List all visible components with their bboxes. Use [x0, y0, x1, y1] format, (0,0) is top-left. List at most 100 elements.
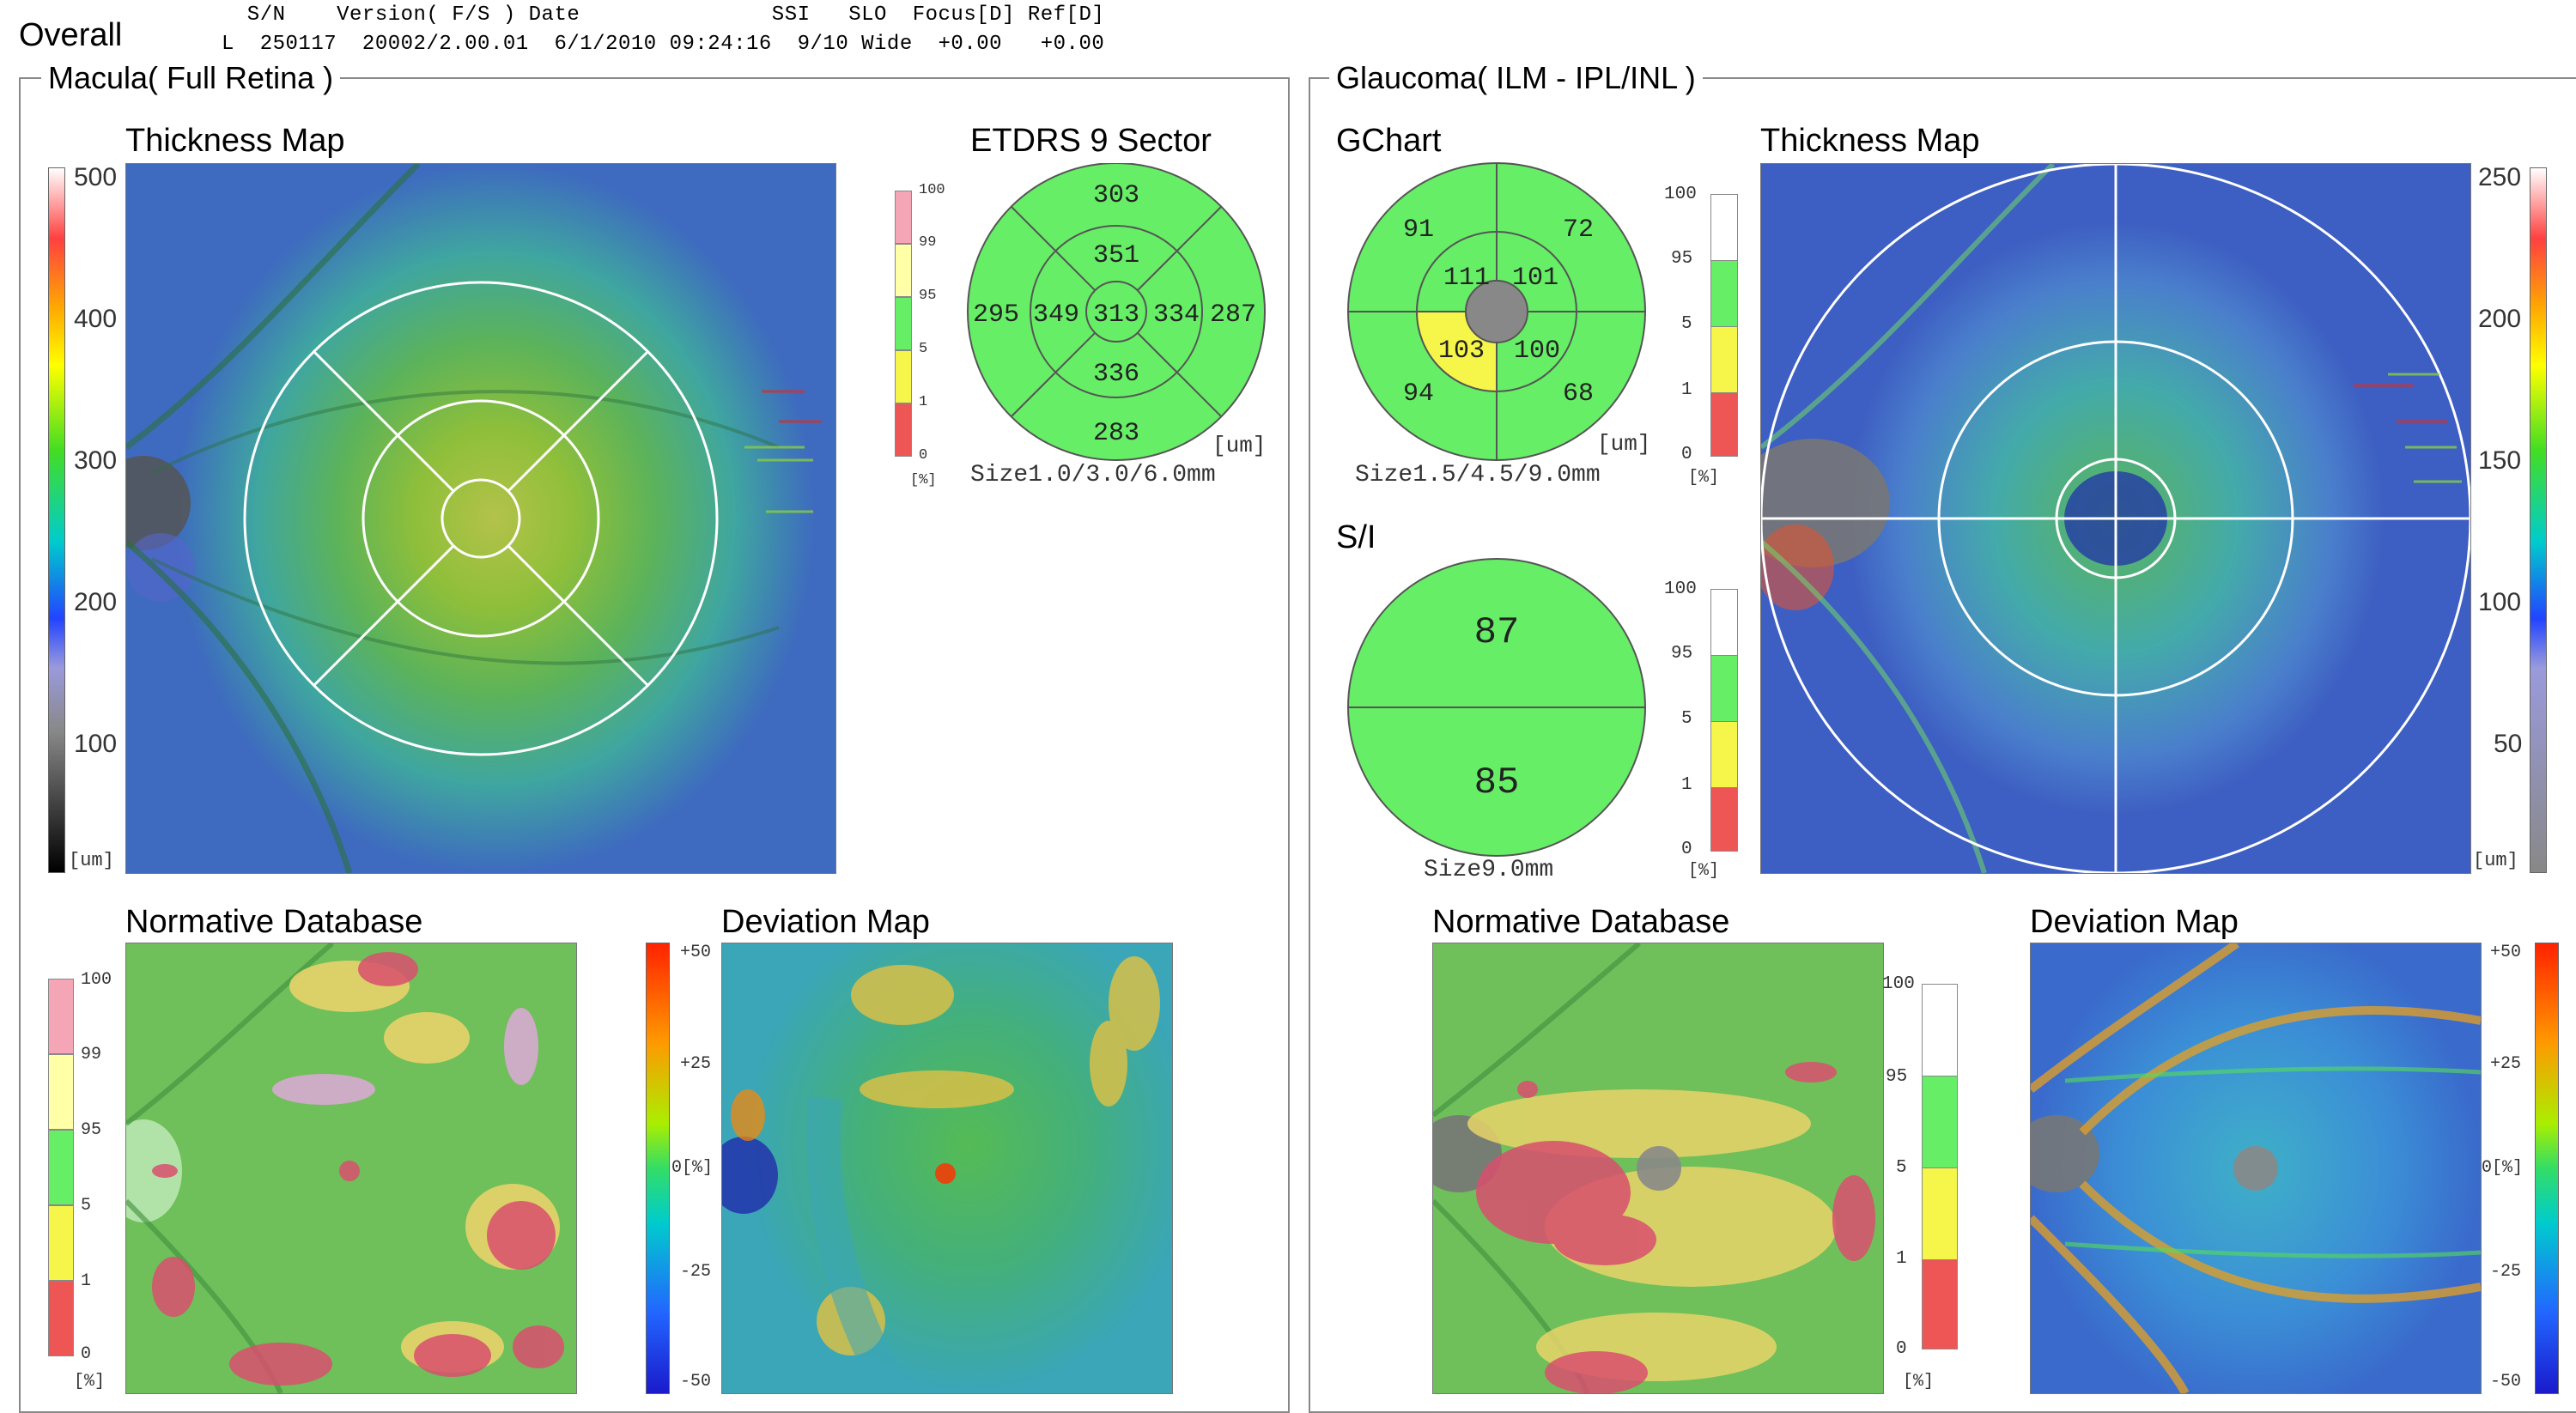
- gchart-size: Size1.5/4.5/9.0mm: [1355, 462, 1601, 488]
- gchart-pct-1: 1: [1681, 380, 1692, 400]
- etdrs-outer-inferior: 283: [1093, 419, 1139, 448]
- si-chart[interactable]: 87 85 Size9.0mm: [1340, 556, 1666, 882]
- etdrs-title: ETDRS 9 Sector: [970, 123, 1212, 159]
- macula-norm-pct-100: 100: [81, 970, 112, 990]
- macula-dev-minus50: -50: [680, 1372, 712, 1392]
- macula-thickness-overlay: [126, 164, 822, 873]
- glaucoma-norm-pct-100: 100: [1882, 974, 1915, 994]
- macula-scale-400: 400: [74, 305, 118, 333]
- glaucoma-scale-50: 50: [2494, 730, 2523, 758]
- si-pct-5: 5: [1681, 709, 1692, 729]
- macula-normative-map[interactable]: [125, 943, 577, 1394]
- glaucoma-norm-pct-5: 5: [1896, 1158, 1907, 1178]
- gchart[interactable]: 91 72 111 101 103 100 94 68 [um] Size1.5…: [1340, 161, 1666, 488]
- glaucoma-scale-250: 250: [2478, 163, 2522, 191]
- header-values: L 250117 20002/2.00.01 6/1/2010 09:24:16…: [222, 33, 1105, 56]
- gchart-outer-ll: 94: [1403, 379, 1434, 409]
- etdrs-outer-nasal: 287: [1210, 300, 1256, 330]
- macula-norm-pct-1: 1: [81, 1271, 92, 1291]
- glaucoma-deviation-map[interactable]: [2030, 943, 2482, 1394]
- etdrs-inner-superior: 351: [1093, 241, 1139, 270]
- macula-pct-100: 100: [919, 182, 945, 198]
- macula-norm-pct-95: 95: [81, 1120, 102, 1140]
- macula-normative-percentile-bar: [48, 979, 74, 1356]
- macula-etdrs-percentile-bar: [895, 191, 912, 457]
- etdrs-chart[interactable]: 303 351 295 349 313 334 287 336 283 [um]…: [962, 163, 1279, 489]
- macula-dev-minus25: -25: [680, 1262, 712, 1282]
- glaucoma-scale-150: 150: [2478, 446, 2522, 475]
- macula-pct-95: 95: [919, 288, 937, 304]
- etdrs-inner-inferior: 336: [1093, 360, 1139, 389]
- macula-deviation-map[interactable]: [721, 943, 1173, 1394]
- glaucoma-panel-title: Glaucoma( ILM - IPL/INL ): [1329, 60, 1703, 96]
- etdrs-unit: [um]: [1212, 433, 1266, 458]
- etdrs-outer-superior: 303: [1093, 181, 1139, 210]
- gchart-pct-unit: [%]: [1688, 468, 1720, 488]
- si-superior: 87: [1474, 611, 1520, 654]
- glaucoma-dev-plus50: +50: [2490, 943, 2522, 962]
- si-pct-95: 95: [1671, 644, 1693, 664]
- glaucoma-normative-overlay: [1433, 943, 1875, 1393]
- macula-norm-pct-5: 5: [81, 1196, 92, 1216]
- gchart-pct-100: 100: [1664, 185, 1697, 204]
- gchart-pct-0: 0: [1681, 445, 1692, 464]
- macula-thickness-colorbar: [48, 167, 65, 873]
- gchart-percentile-bar: [1710, 194, 1738, 457]
- si-title: S/I: [1336, 519, 1376, 555]
- macula-thickness-unit: [um]: [69, 850, 114, 871]
- glaucoma-norm-pct-unit: [%]: [1903, 1372, 1935, 1392]
- macula-scale-100: 100: [74, 730, 118, 758]
- glaucoma-dev-minus50: -50: [2490, 1372, 2522, 1392]
- glaucoma-norm-pct-0: 0: [1896, 1339, 1907, 1359]
- etdrs-outer-temporal: 295: [973, 300, 1019, 330]
- gchart-pct-95: 95: [1671, 249, 1693, 269]
- macula-dev-plus25: +25: [680, 1054, 712, 1074]
- glaucoma-thickness-colorbar: [2530, 167, 2547, 873]
- si-inferior: 85: [1474, 761, 1520, 804]
- macula-pct-5: 5: [919, 341, 928, 357]
- glaucoma-normative-percentile-bar: [1922, 984, 1958, 1349]
- glaucoma-dev-plus25: +25: [2490, 1054, 2522, 1074]
- macula-norm-pct-0: 0: [81, 1344, 92, 1364]
- macula-scale-300: 300: [74, 446, 118, 475]
- header-labels: S/N Version( F/S ) Date SSI SLO Focus[D]…: [222, 3, 1105, 27]
- macula-dev-zero: 0[%]: [671, 1158, 714, 1178]
- macula-normative-overlay: [126, 943, 564, 1393]
- gchart-pct-5: 5: [1681, 314, 1692, 334]
- macula-normative-title: Normative Database: [125, 904, 423, 940]
- etdrs-size: Size1.0/3.0/6.0mm: [970, 462, 1216, 488]
- glaucoma-norm-pct-95: 95: [1886, 1067, 1908, 1087]
- glaucoma-thickness-title: Thickness Map: [1760, 123, 1980, 159]
- gchart-outer-lr: 68: [1563, 379, 1594, 409]
- etdrs-inner-temporal: 349: [1033, 300, 1079, 330]
- macula-pct-0: 0: [919, 447, 928, 464]
- glaucoma-dev-zero: 0[%]: [2482, 1158, 2524, 1178]
- glaucoma-normative-title: Normative Database: [1432, 904, 1730, 940]
- macula-thickness-map[interactable]: [125, 163, 836, 874]
- gchart-title: GChart: [1336, 123, 1442, 159]
- macula-norm-pct-unit: [%]: [74, 1372, 106, 1392]
- macula-scale-200: 200: [74, 588, 118, 616]
- si-pct-100: 100: [1664, 579, 1697, 599]
- gchart-inner-ul: 111: [1443, 264, 1490, 293]
- macula-panel-title: Macula( Full Retina ): [41, 60, 341, 96]
- si-pct-unit: [%]: [1688, 861, 1720, 881]
- si-percentile-bar: [1710, 589, 1738, 852]
- macula-deviation-title: Deviation Map: [721, 904, 930, 940]
- macula-pct-1: 1: [919, 394, 928, 410]
- page-title: Overall: [19, 17, 123, 53]
- glaucoma-deviation-colorbar: [2535, 943, 2559, 1394]
- glaucoma-deviation-title: Deviation Map: [2030, 904, 2239, 940]
- glaucoma-deviation-overlay: [2031, 943, 2481, 1393]
- gchart-inner-ll: 103: [1438, 337, 1485, 366]
- si-size: Size9.0mm: [1424, 857, 1553, 882]
- gchart-inner-lr: 100: [1514, 337, 1560, 366]
- glaucoma-thickness-map[interactable]: [1760, 163, 2471, 874]
- glaucoma-normative-map[interactable]: [1432, 943, 1884, 1394]
- etdrs-center: 313: [1093, 300, 1139, 330]
- macula-dev-plus50: +50: [680, 943, 712, 962]
- macula-pct-99: 99: [919, 234, 937, 251]
- si-pct-0: 0: [1681, 840, 1692, 859]
- glaucoma-norm-pct-1: 1: [1896, 1249, 1907, 1269]
- macula-deviation-overlay: [722, 956, 1160, 1393]
